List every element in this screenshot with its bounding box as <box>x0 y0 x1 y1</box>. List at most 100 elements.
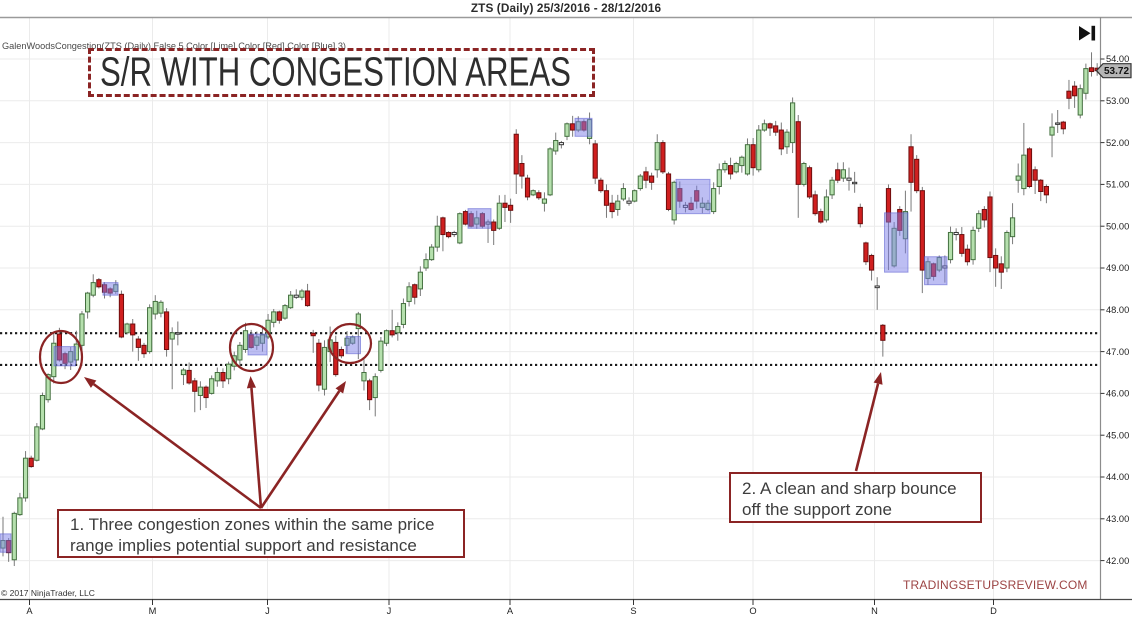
candle-body-down <box>304 290 311 307</box>
candle-body-up <box>214 372 220 382</box>
candle-body-down <box>812 194 818 215</box>
candle-body-down <box>502 202 508 208</box>
annotation-arrow-line <box>92 383 262 510</box>
candle-body-up <box>39 394 46 430</box>
candle-body-up <box>197 386 204 396</box>
candle-body-up <box>1077 88 1083 116</box>
candle-body-down <box>524 177 531 198</box>
candle-body-down <box>818 211 824 223</box>
candle-body-down <box>773 125 779 133</box>
congestion-zone-box <box>53 346 76 367</box>
last-price-marker <box>1095 63 1132 79</box>
price-tick-label: 43.00 <box>1106 514 1129 524</box>
price-tick-label: 52.00 <box>1106 138 1129 148</box>
month-tick-label: N <box>871 606 878 616</box>
candle-body-down <box>603 190 610 206</box>
candle-body-up <box>790 102 796 144</box>
candle-body-down <box>598 179 604 192</box>
candle-body-down <box>998 263 1004 273</box>
candle-body-up <box>1049 126 1055 136</box>
congestion-zone-box <box>924 256 948 286</box>
price-tick-label: 45.00 <box>1106 430 1129 440</box>
candle-body-down <box>665 173 672 210</box>
candle-body-down <box>649 175 655 183</box>
candle-body-down <box>338 349 344 357</box>
ninjatrader-copyright: © 2017 NinjaTrader, LLC <box>1 588 95 598</box>
candle-body-up <box>237 344 243 361</box>
candle-body-up <box>90 282 96 296</box>
candle-body-up <box>1083 68 1089 94</box>
congestion-zone-box <box>884 212 909 273</box>
candle-body-down <box>660 142 666 173</box>
candle-body-up <box>282 305 288 319</box>
go-to-end-icon[interactable] <box>1079 26 1091 41</box>
candle-body-down <box>220 372 226 382</box>
candle-body-up <box>400 303 407 325</box>
candle-body-up <box>823 196 830 221</box>
candle-body-down <box>310 332 316 337</box>
candle-body-down <box>558 142 564 146</box>
candle-body-down <box>953 231 959 236</box>
candle-body-up <box>716 169 722 187</box>
candle-body-up <box>1009 217 1016 238</box>
note2-line2: off the support zone <box>742 500 892 519</box>
candle-body-down <box>626 200 632 204</box>
price-tick-label: 53.00 <box>1106 96 1129 106</box>
candle-body-down <box>276 311 282 321</box>
candle-body-up <box>784 131 790 148</box>
candle-body-down <box>643 171 649 181</box>
candle-body-down <box>440 217 446 236</box>
candle-body-down <box>389 330 395 336</box>
month-tick-label: A <box>26 606 33 616</box>
go-to-end-icon-bar[interactable] <box>1091 25 1096 41</box>
candle-body-down <box>795 121 801 185</box>
candle-body-up <box>564 123 570 137</box>
candle-body-up <box>637 175 643 190</box>
candle-body-up <box>654 142 660 171</box>
congestion-highlight-circle <box>228 322 275 373</box>
candle-body-down <box>806 167 813 198</box>
congestion-zone-box <box>247 333 268 356</box>
candle-body-up <box>947 231 954 261</box>
annotation-arrow-line <box>259 390 341 509</box>
month-tick-label: J <box>387 606 392 616</box>
price-tick-label: 44.00 <box>1106 472 1129 482</box>
candle-body-down <box>993 254 999 269</box>
candle-body-up <box>180 369 187 376</box>
candle-body-up <box>17 497 23 516</box>
congestion-zone-box <box>345 336 361 355</box>
candle-body-up <box>124 323 130 334</box>
candle-body-down <box>445 231 452 238</box>
candle-body-up <box>152 300 158 315</box>
candle-body-down <box>609 202 615 213</box>
candle-body-down <box>135 338 141 348</box>
candle-body-up <box>11 512 17 561</box>
candle-body-down <box>519 163 525 177</box>
candle-body-up <box>496 202 502 229</box>
candle-body-down <box>863 242 869 263</box>
candle-body-up <box>801 163 807 185</box>
candle-body-up <box>417 271 423 290</box>
candle-body-up <box>242 330 249 351</box>
candle-body-up <box>169 332 175 340</box>
candle-body-down <box>96 279 102 288</box>
price-tick-label: 49.00 <box>1106 263 1129 273</box>
candle-body-up <box>158 301 164 314</box>
annotation-arrow-line <box>854 383 880 472</box>
note2-line1: 2. A clean and sharp bounce <box>742 479 957 498</box>
candle-body-up <box>829 179 835 196</box>
candle-body-down <box>1072 85 1078 97</box>
candle-body-down <box>919 190 925 271</box>
candle-body-down <box>536 192 542 199</box>
candle-body-up <box>840 169 846 179</box>
candle-body-up <box>406 286 412 302</box>
candle-body-up <box>288 294 294 309</box>
candle-body-down <box>987 196 993 259</box>
candle-body-up <box>756 129 762 171</box>
note1-line1: 1. Three congestion zones within the sam… <box>70 515 435 534</box>
last-price-label: 53.72 <box>1104 66 1129 77</box>
candle-body-up <box>1004 231 1010 269</box>
candle-body-down <box>130 323 136 336</box>
candle-body-up <box>378 340 384 371</box>
candle-body-up <box>372 376 378 399</box>
